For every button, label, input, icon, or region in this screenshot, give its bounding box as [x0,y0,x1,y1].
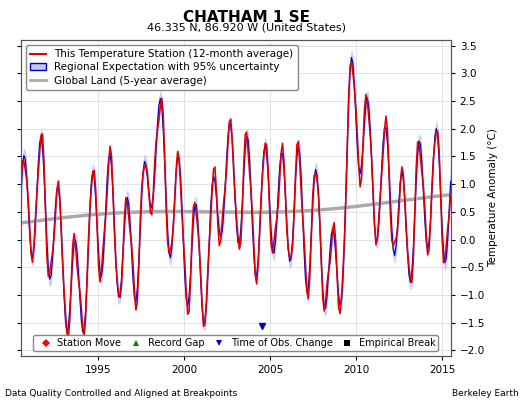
Text: Berkeley Earth: Berkeley Earth [452,389,519,398]
Text: CHATHAM 1 SE: CHATHAM 1 SE [183,10,310,25]
Legend: Station Move, Record Gap, Time of Obs. Change, Empirical Break: Station Move, Record Gap, Time of Obs. C… [33,335,439,351]
Y-axis label: Temperature Anomaly (°C): Temperature Anomaly (°C) [488,128,498,268]
Text: 46.335 N, 86.920 W (United States): 46.335 N, 86.920 W (United States) [147,22,346,32]
Text: Data Quality Controlled and Aligned at Breakpoints: Data Quality Controlled and Aligned at B… [5,389,237,398]
